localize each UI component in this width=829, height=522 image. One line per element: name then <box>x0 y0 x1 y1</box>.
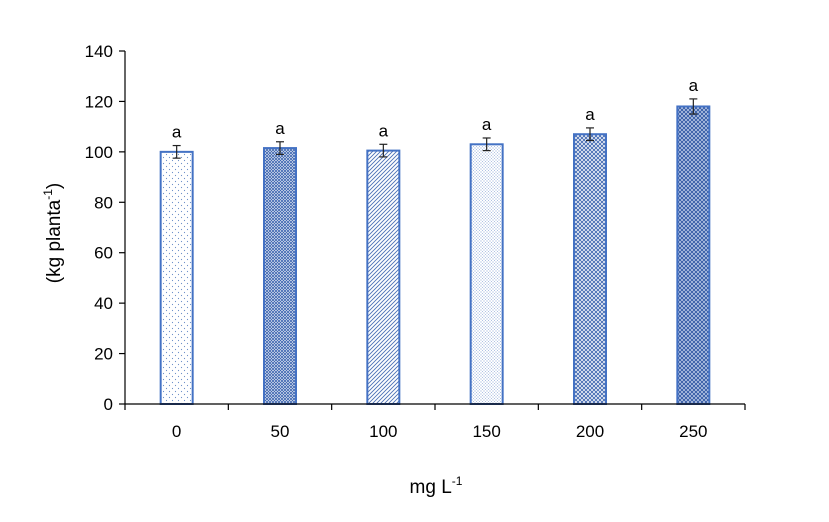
significance-letter: a <box>482 115 492 134</box>
y-axis-title-superscript: -1 <box>41 189 55 200</box>
y-axis-title-main: (kg planta <box>44 199 65 283</box>
significance-letter: a <box>689 76 699 95</box>
x-axis-title-main: mg L <box>410 477 452 498</box>
bar <box>159 150 194 405</box>
y-tick-label: 0 <box>104 395 113 414</box>
significance-letter: a <box>379 121 389 140</box>
y-tick-label: 40 <box>94 294 113 313</box>
significance-letters-layer: a a a a a a <box>172 76 699 142</box>
x-tick-label: 50 <box>271 422 290 441</box>
bar <box>676 105 711 405</box>
y-axis-title: (kg planta-1) <box>41 183 65 283</box>
y-tick-label: 140 <box>85 42 113 61</box>
y-tick-label: 80 <box>94 193 113 212</box>
significance-letter: a <box>172 123 182 142</box>
axes-layer <box>124 51 745 405</box>
x-tick-label: 200 <box>576 422 604 441</box>
bars-layer <box>159 105 711 406</box>
x-tick-label: 100 <box>369 422 397 441</box>
error-bar <box>276 141 284 155</box>
x-axis-title-superscript: -1 <box>452 474 463 488</box>
error-bar <box>379 143 388 158</box>
y-tick-label: 60 <box>94 244 113 263</box>
y-tick-label: 100 <box>85 143 113 162</box>
y-tick-label: 20 <box>94 345 113 364</box>
x-ticks-layer: 0 50 100 150 200 250 <box>124 404 746 441</box>
significance-letter: a <box>585 105 595 124</box>
y-tick-label: 120 <box>85 92 113 111</box>
bar <box>573 133 607 405</box>
bar <box>263 147 297 405</box>
x-tick-label: 250 <box>679 422 707 441</box>
error-bars-layer <box>172 98 698 159</box>
x-tick-label: 150 <box>472 422 500 441</box>
significance-letter: a <box>275 119 285 138</box>
error-bar <box>689 98 698 115</box>
bar <box>366 149 401 405</box>
x-tick-label: 0 <box>172 422 181 441</box>
error-bar <box>172 144 181 159</box>
y-ticks-layer: 0 20 40 60 80 100 120 140 <box>85 42 125 414</box>
y-axis-title-close: ) <box>44 183 65 189</box>
error-bar <box>482 137 491 152</box>
error-bar <box>586 127 594 142</box>
x-axis-title: mg L-1 <box>410 474 463 498</box>
bar <box>469 143 504 406</box>
